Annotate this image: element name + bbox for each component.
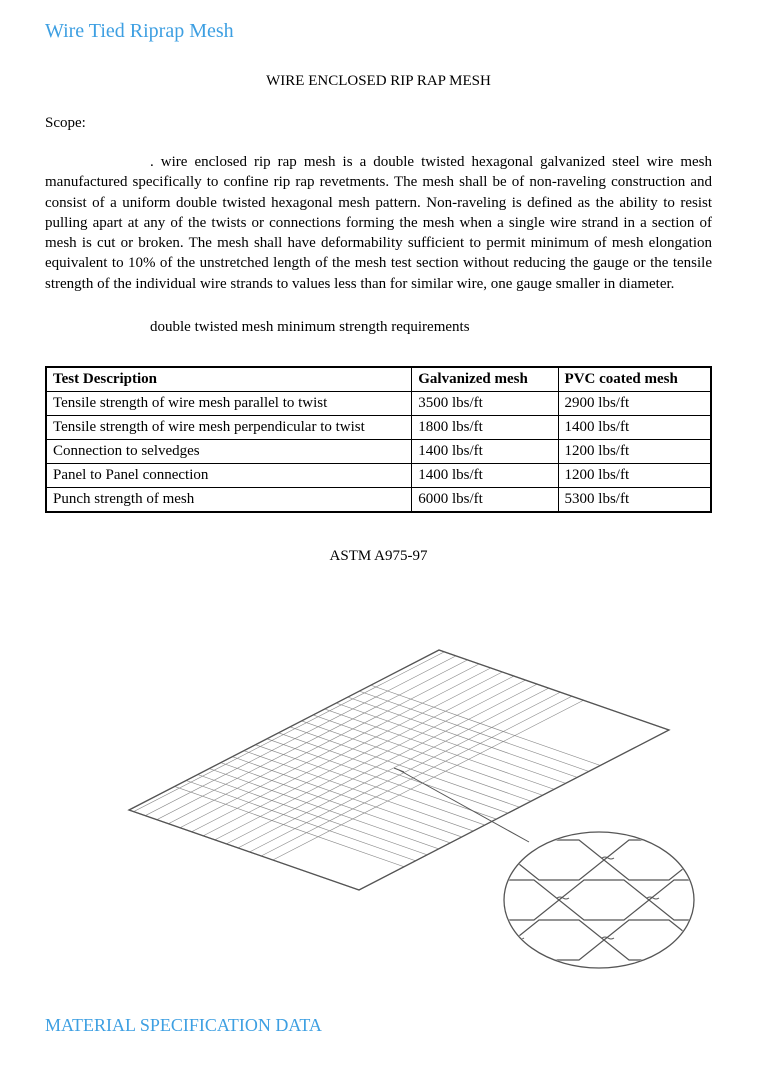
scope-body-text: . wire enclosed rip rap mesh is a double… bbox=[45, 154, 712, 292]
table-header-cell: Galvanized mesh bbox=[412, 367, 558, 392]
table-cell: Tensile strength of wire mesh parallel t… bbox=[46, 391, 412, 415]
table-cell: 1400 lbs/ft bbox=[412, 463, 558, 487]
table-cell: 1800 lbs/ft bbox=[412, 415, 558, 439]
table-cell: 1400 lbs/ft bbox=[558, 415, 711, 439]
table-cell: 1200 lbs/ft bbox=[558, 439, 711, 463]
astm-caption: ASTM A975-97 bbox=[45, 548, 712, 565]
table-caption: double twisted mesh minimum strength req… bbox=[150, 319, 712, 336]
table-cell: 2900 lbs/ft bbox=[558, 391, 711, 415]
mesh-figure-icon bbox=[59, 590, 699, 970]
table-row: Tensile strength of wire mesh perpendicu… bbox=[46, 415, 711, 439]
scope-body: . wire enclosed rip rap mesh is a double… bbox=[45, 152, 712, 294]
table-header-cell: PVC coated mesh bbox=[558, 367, 711, 392]
scope-label: Scope: bbox=[45, 115, 712, 132]
material-spec-heading: MATERIAL SPECIFICATION DATA bbox=[45, 1015, 712, 1036]
doc-heading: WIRE ENCLOSED RIP RAP MESH bbox=[45, 73, 712, 90]
table-cell: Panel to Panel connection bbox=[46, 463, 412, 487]
table-cell: 1400 lbs/ft bbox=[412, 439, 558, 463]
spec-table: Test Description Galvanized mesh PVC coa… bbox=[45, 366, 712, 513]
table-cell: Connection to selvedges bbox=[46, 439, 412, 463]
table-cell: 1200 lbs/ft bbox=[558, 463, 711, 487]
mesh-figure-wrap bbox=[45, 590, 712, 970]
table-row: Punch strength of mesh 6000 lbs/ft 5300 … bbox=[46, 487, 711, 512]
table-header-cell: Test Description bbox=[46, 367, 412, 392]
table-row: Panel to Panel connection 1400 lbs/ft 12… bbox=[46, 463, 711, 487]
table-cell: 6000 lbs/ft bbox=[412, 487, 558, 512]
page-title: Wire Tied Riprap Mesh bbox=[45, 20, 712, 43]
table-cell: Tensile strength of wire mesh perpendicu… bbox=[46, 415, 412, 439]
table-cell: Punch strength of mesh bbox=[46, 487, 412, 512]
table-row: Connection to selvedges 1400 lbs/ft 1200… bbox=[46, 439, 711, 463]
table-header-row: Test Description Galvanized mesh PVC coa… bbox=[46, 367, 711, 392]
table-cell: 3500 lbs/ft bbox=[412, 391, 558, 415]
table-row: Tensile strength of wire mesh parallel t… bbox=[46, 391, 711, 415]
table-cell: 5300 lbs/ft bbox=[558, 487, 711, 512]
